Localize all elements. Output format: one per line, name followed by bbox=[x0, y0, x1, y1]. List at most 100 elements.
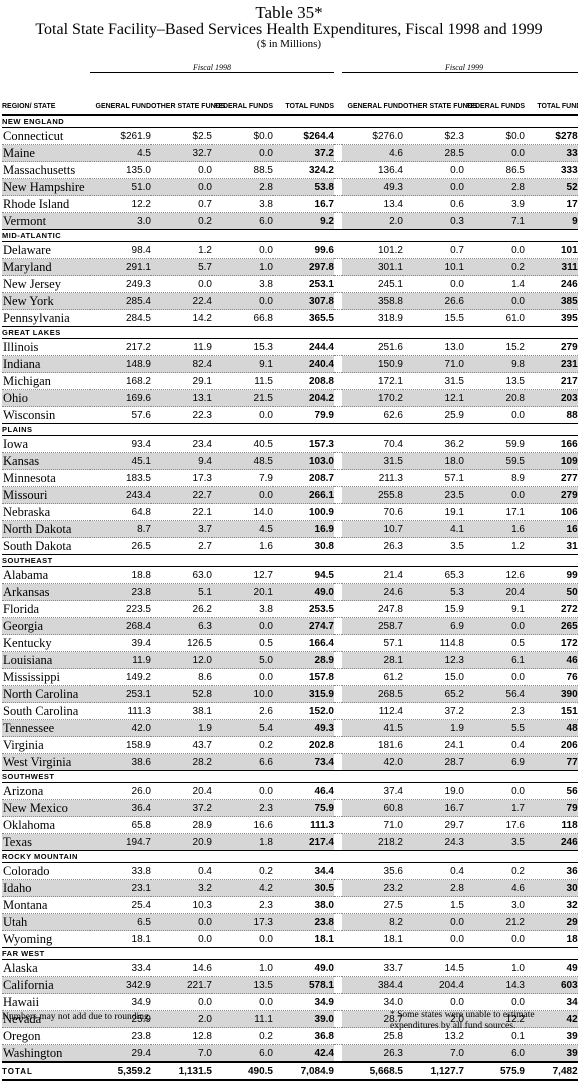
table-cell: 318.9 bbox=[342, 309, 403, 327]
column-gap bbox=[334, 1010, 342, 1028]
table-cell: $261.9 bbox=[90, 127, 151, 145]
table-cell: 46.4 bbox=[525, 651, 578, 669]
state-name: South Carolina bbox=[2, 702, 90, 720]
table-cell: 217.4 bbox=[273, 833, 334, 851]
col-header-federal-1998: FEDERAL FUNDS bbox=[212, 72, 273, 116]
state-name: Alabama bbox=[2, 566, 90, 584]
state-name: Maine bbox=[2, 144, 90, 162]
table-cell: 251.6 bbox=[342, 338, 403, 356]
fiscal-year-header-row: Fiscal 1998 Fiscal 1999 bbox=[2, 62, 578, 73]
state-name: Michigan bbox=[2, 372, 90, 390]
region-header-row: PLAINS bbox=[2, 423, 578, 436]
state-name: Indiana bbox=[2, 355, 90, 373]
table-cell: 126.5 bbox=[151, 634, 212, 652]
table-cell: 14.0 bbox=[212, 503, 273, 521]
table-cell: 158.9 bbox=[90, 736, 151, 754]
state-name: Massachusetts bbox=[2, 161, 90, 179]
table-body: NEW ENGLAND Connecticut $261.9 $2.5 $0.0 $264… bbox=[2, 114, 578, 1063]
table-cell: 12.6 bbox=[464, 566, 525, 584]
column-gap bbox=[334, 537, 342, 555]
table-row: Kentucky 39.4 126.5 0.5 166.4 57.1 114.8 0.5 172… bbox=[2, 634, 578, 652]
table-cell: 9.8 bbox=[464, 355, 525, 373]
table-cell: 168.2 bbox=[90, 372, 151, 390]
column-gap bbox=[334, 566, 342, 584]
table-cell: 6.1 bbox=[464, 651, 525, 669]
table-cell: 1.5 bbox=[403, 896, 464, 914]
state-name: Ohio bbox=[2, 389, 90, 407]
table-cell: 324.2 bbox=[273, 161, 334, 179]
table-cell: 17.3 bbox=[212, 913, 273, 931]
column-gap bbox=[334, 617, 342, 635]
table-cell: 21.5 bbox=[212, 389, 273, 407]
table-cell: 203.1 bbox=[525, 389, 578, 407]
table-cell: 36.2 bbox=[403, 435, 464, 453]
table-cell: 17.1 bbox=[464, 503, 525, 521]
table-cell: 18.1 bbox=[90, 930, 151, 948]
state-name: Iowa bbox=[2, 435, 90, 453]
column-gap bbox=[334, 406, 342, 424]
column-gap bbox=[334, 452, 342, 470]
expenditures-table-wrap: Fiscal 1998 Fiscal 1999 REGION/ STATE GE… bbox=[2, 62, 578, 1081]
table-cell: 65.2 bbox=[403, 685, 464, 703]
table-cell: 0.0 bbox=[151, 178, 212, 196]
table-cell: 0.0 bbox=[464, 617, 525, 635]
table-cell: 221.7 bbox=[151, 976, 212, 994]
table-cell: 49.0 bbox=[273, 583, 334, 601]
table-cell: 56.4 bbox=[464, 685, 525, 703]
table-cell: 307.8 bbox=[273, 292, 334, 310]
table-cell: 28.5 bbox=[403, 144, 464, 162]
table-cell: 39.0 bbox=[273, 1010, 334, 1028]
table-cell: 384.4 bbox=[342, 976, 403, 994]
table-cell: 51.0 bbox=[90, 178, 151, 196]
table-cell: 183.5 bbox=[90, 469, 151, 487]
column-gap bbox=[334, 178, 342, 196]
table-cell: 2.7 bbox=[151, 537, 212, 555]
state-name: Wyoming bbox=[2, 930, 90, 948]
table-cell: 3.8 bbox=[212, 275, 273, 293]
table-cell: 64.8 bbox=[90, 503, 151, 521]
table-cell: 12.2 bbox=[90, 195, 151, 213]
table-cell: 1.8 bbox=[212, 833, 273, 851]
state-name: Texas bbox=[2, 833, 90, 851]
table-cell: 39.3 bbox=[525, 1044, 578, 1063]
table-cell: 75.9 bbox=[273, 799, 334, 817]
region-header-row: SOUTHWEST bbox=[2, 770, 578, 783]
table-cell: 112.4 bbox=[342, 702, 403, 720]
table-cell: 0.0 bbox=[212, 668, 273, 686]
region-header-row: FAR WEST bbox=[2, 947, 578, 960]
table-cell: 52.8 bbox=[151, 685, 212, 703]
table-cell: 150.9 bbox=[342, 355, 403, 373]
column-gap bbox=[334, 583, 342, 601]
column-gap bbox=[334, 486, 342, 504]
table-cell: 0.0 bbox=[403, 913, 464, 931]
table-cell: 26.3 bbox=[342, 1044, 403, 1063]
table-cell: 7.1 bbox=[464, 212, 525, 230]
table-cell: 71.0 bbox=[403, 355, 464, 373]
table-cell: 24.3 bbox=[403, 833, 464, 851]
table-cell: 94.5 bbox=[273, 566, 334, 584]
table-cell: 358.8 bbox=[342, 292, 403, 310]
table-cell: 26.3 bbox=[342, 537, 403, 555]
table-cell: 26.2 bbox=[151, 600, 212, 618]
column-gap bbox=[334, 993, 342, 1011]
table-cell: 0.0 bbox=[464, 668, 525, 686]
column-gap bbox=[334, 976, 342, 994]
column-gap bbox=[334, 782, 342, 800]
table-cell: 2.8 bbox=[464, 178, 525, 196]
table-cell: 38.1 bbox=[151, 702, 212, 720]
state-name: North Dakota bbox=[2, 520, 90, 538]
table-cell: 7.9 bbox=[212, 469, 273, 487]
region-header-row: ROCKY MOUNTAIN bbox=[2, 850, 578, 863]
table-cell: 59.9 bbox=[464, 435, 525, 453]
table-cell: 135.0 bbox=[90, 161, 151, 179]
table-cell: 265.6 bbox=[525, 617, 578, 635]
table-cell: 194.7 bbox=[90, 833, 151, 851]
table-cell: 10.3 bbox=[151, 896, 212, 914]
table-cell: 0.2 bbox=[212, 862, 273, 880]
table-cell: 0.2 bbox=[151, 212, 212, 230]
table-cell: 0.7 bbox=[151, 195, 212, 213]
region-header-row: NEW ENGLAND bbox=[2, 114, 578, 128]
